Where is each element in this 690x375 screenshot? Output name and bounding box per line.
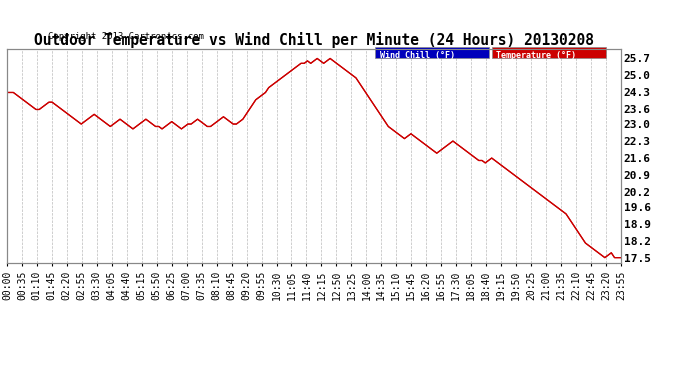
Text: Wind Chill (°F): Wind Chill (°F): [380, 51, 455, 60]
Text: Copyright 2013 Cartronics.com: Copyright 2013 Cartronics.com: [48, 32, 204, 41]
FancyBboxPatch shape: [492, 46, 606, 58]
FancyBboxPatch shape: [375, 46, 489, 58]
Title: Outdoor Temperature vs Wind Chill per Minute (24 Hours) 20130208: Outdoor Temperature vs Wind Chill per Mi…: [34, 32, 594, 48]
Text: Temperature (°F): Temperature (°F): [496, 51, 576, 60]
